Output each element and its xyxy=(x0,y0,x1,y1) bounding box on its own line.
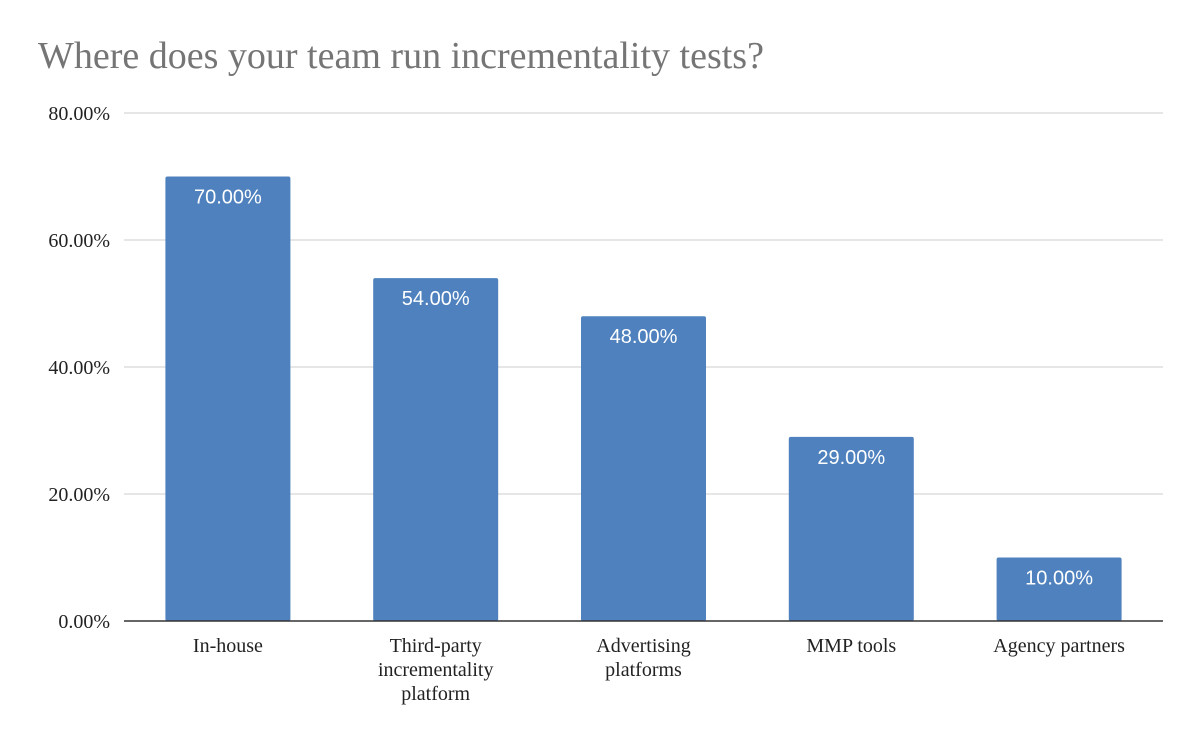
x-category-label-line: platform xyxy=(401,683,470,705)
data-label: 54.00% xyxy=(402,288,470,310)
x-category-label: In-house xyxy=(193,635,263,657)
bar xyxy=(996,557,1122,621)
bar xyxy=(165,176,291,621)
chart-title: Where does your team run incrementality … xyxy=(38,35,764,77)
bar xyxy=(788,436,914,621)
x-category-label-line: MMP tools xyxy=(806,635,896,657)
bar xyxy=(373,278,499,621)
x-category-label-line: In-house xyxy=(193,635,263,657)
data-label: 70.00% xyxy=(194,187,262,209)
data-label: 48.00% xyxy=(610,326,678,348)
x-category-label-line: Agency partners xyxy=(993,635,1125,657)
y-axis-ticks: 0.00% 20.00% 40.00% 60.00% 80.00% xyxy=(48,103,110,633)
data-label: 10.00% xyxy=(1025,568,1093,590)
y-tick-label: 80.00% xyxy=(48,103,110,125)
x-category-label: Advertising platforms xyxy=(596,635,690,681)
x-category-label: Agency partners xyxy=(993,635,1125,657)
x-axis-categories: In-house Third-party incrementality platfor… xyxy=(193,635,1125,705)
bar xyxy=(581,316,706,621)
bars xyxy=(165,176,1122,621)
y-tick-label: 40.00% xyxy=(48,357,110,379)
y-tick-label: 60.00% xyxy=(48,230,110,252)
y-tick-label: 0.00% xyxy=(58,611,110,633)
y-tick-label: 20.00% xyxy=(48,484,110,506)
x-category-label-line: Advertising xyxy=(596,635,690,657)
x-category-label: MMP tools xyxy=(806,635,896,657)
data-labels: 70.00% 54.00% 48.00% 29.00% 10.00% xyxy=(194,187,1093,590)
x-category-label-line: Third-party xyxy=(390,635,482,657)
x-category-label: Third-party incrementality platform xyxy=(378,635,494,705)
data-label: 29.00% xyxy=(817,447,885,469)
x-category-label-line: platforms xyxy=(605,659,682,681)
x-category-label-line: incrementality xyxy=(378,659,494,681)
